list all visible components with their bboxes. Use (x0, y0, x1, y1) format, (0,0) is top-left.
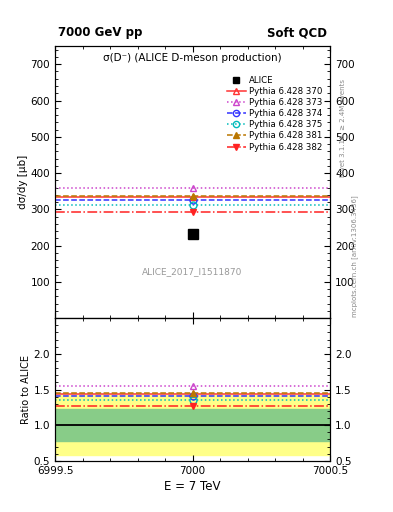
Text: ALICE_2017_I1511870: ALICE_2017_I1511870 (142, 267, 243, 276)
X-axis label: E = 7 TeV: E = 7 TeV (164, 480, 221, 493)
Y-axis label: Ratio to ALICE: Ratio to ALICE (21, 355, 31, 424)
Bar (55, 410, 330, 441)
Text: 7000 GeV pp: 7000 GeV pp (58, 26, 142, 39)
Text: Rivet 3.1.10, ≥ 2.4M events: Rivet 3.1.10, ≥ 2.4M events (340, 79, 346, 177)
Text: σ(D⁻) (ALICE D-meson production): σ(D⁻) (ALICE D-meson production) (103, 53, 282, 63)
Y-axis label: dσ/dy [μb]: dσ/dy [μb] (18, 155, 28, 209)
Text: Soft QCD: Soft QCD (267, 26, 327, 39)
Bar (55, 395, 330, 455)
Text: mcplots.cern.ch [arXiv:1306.3436]: mcplots.cern.ch [arXiv:1306.3436] (352, 195, 358, 317)
Legend: ALICE, Pythia 6.428 370, Pythia 6.428 373, Pythia 6.428 374, Pythia 6.428 375, P: ALICE, Pythia 6.428 370, Pythia 6.428 37… (223, 72, 326, 155)
